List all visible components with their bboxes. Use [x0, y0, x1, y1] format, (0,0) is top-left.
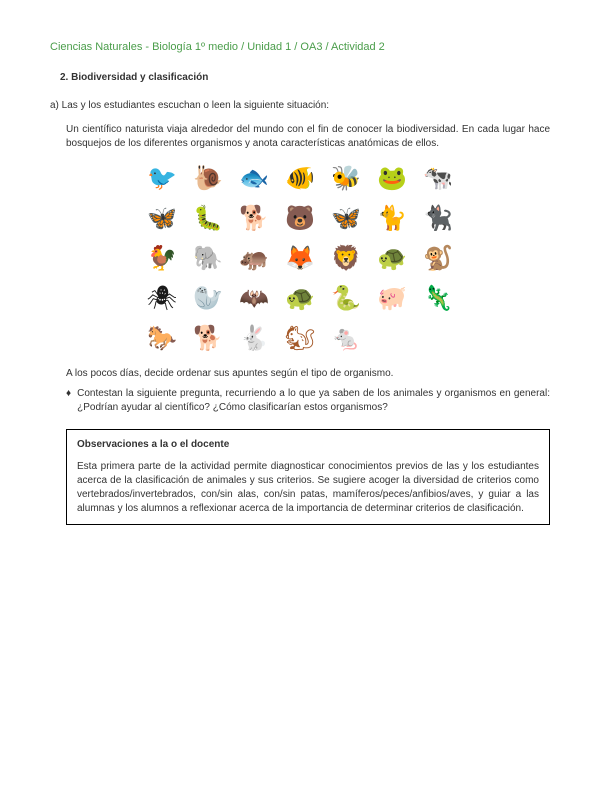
pig-icon: 🐖	[372, 281, 412, 317]
bullet-marker-icon: ♦	[66, 387, 71, 415]
lion-icon: 🦁	[326, 241, 366, 277]
rabbit-icon: 🐇	[234, 321, 274, 357]
squirrel-icon: 🐿	[280, 321, 320, 357]
hippo-icon: 🦛	[234, 241, 274, 277]
observations-title: Observaciones a la o el docente	[77, 438, 539, 452]
seal-icon: 🦭	[188, 281, 228, 317]
tortoise-icon: 🐢	[280, 281, 320, 317]
turtle-icon: 🐢	[372, 241, 412, 277]
cat-icon: 🐈‍⬛	[418, 201, 458, 237]
cow-icon: 🐄	[418, 161, 458, 197]
section-title: 2. Biodiversidad y clasificación	[60, 71, 550, 85]
breadcrumb: Ciencias Naturales - Biología 1º medio /…	[50, 40, 550, 55]
frog-icon: 🐸	[372, 161, 412, 197]
spider-icon: 🕷	[142, 281, 182, 317]
snake-icon: 🐍	[326, 281, 366, 317]
butterfly-icon: 🦋	[142, 201, 182, 237]
bird-icon: 🐦	[142, 161, 182, 197]
cat-sit-icon: 🐈	[372, 201, 412, 237]
animal-grid: 🐦🐌🐟🐠🐝🐸🐄🦋🐛🐕🐻🦋🐈🐈‍⬛🐓🐘🦛🦊🦁🐢🐒🕷🦭🦇🐢🐍🐖🦎🐎🐕🐇🐿🐁	[142, 161, 458, 357]
snail-icon: 🐌	[188, 161, 228, 197]
mouse-icon: 🐁	[326, 321, 366, 357]
bat-icon: 🦇	[234, 281, 274, 317]
fox-icon: 🦊	[280, 241, 320, 277]
bee-icon: 🐝	[326, 161, 366, 197]
lizard-icon: 🦎	[418, 281, 458, 317]
dog-icon: 🐕	[234, 201, 274, 237]
caterpillar-icon: 🐛	[188, 201, 228, 237]
bullet-text: Contestan la siguiente pregunta, recurri…	[77, 387, 550, 415]
item-a-intro: a) Las y los estudiantes escuchan o leen…	[50, 99, 550, 113]
fish2-icon: 🐠	[280, 161, 320, 197]
moth-icon: 🦋	[326, 201, 366, 237]
rooster-icon: 🐓	[142, 241, 182, 277]
followup-text: A los pocos días, decide ordenar sus apu…	[66, 367, 550, 381]
bear-icon: 🐻	[280, 201, 320, 237]
situation-text: Un científico naturista viaja alrededor …	[66, 123, 550, 151]
elephant-icon: 🐘	[188, 241, 228, 277]
monkey-icon: 🐒	[418, 241, 458, 277]
observations-box: Observaciones a la o el docente Esta pri…	[66, 429, 550, 525]
horse-icon: 🐎	[142, 321, 182, 357]
observations-body: Esta primera parte de la actividad permi…	[77, 460, 539, 516]
dog2-icon: 🐕	[188, 321, 228, 357]
bullet-question: ♦ Contestan la siguiente pregunta, recur…	[66, 387, 550, 415]
fish-icon: 🐟	[234, 161, 274, 197]
